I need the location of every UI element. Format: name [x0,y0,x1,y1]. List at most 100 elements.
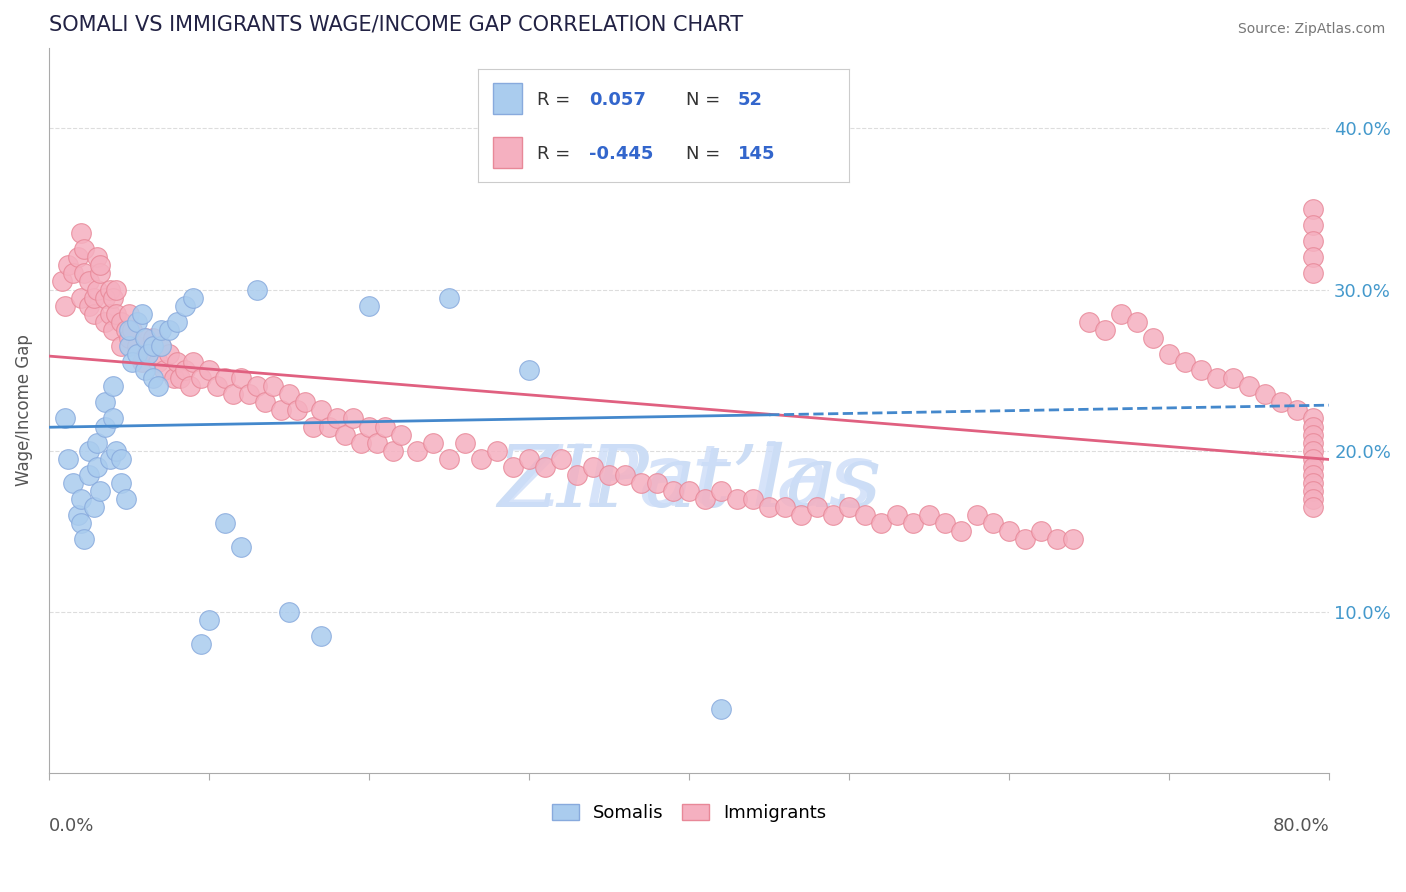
Point [142,331,165,345]
Point [98,307,121,321]
Point [302,419,325,434]
Point [934,516,956,531]
Point [550,451,572,466]
Point [1302,250,1324,264]
Point [246,379,269,393]
Point [229,541,252,555]
Point [110,339,132,353]
Point [1206,371,1229,385]
Point [773,500,796,515]
Point [1302,467,1324,482]
Point [437,451,460,466]
Point [1062,533,1084,547]
Point [94,315,117,329]
Point [166,355,188,369]
Point [502,459,524,474]
Point [51,275,73,289]
Point [105,443,128,458]
Point [229,371,252,385]
Point [278,605,301,619]
Point [150,323,173,337]
Point [470,451,492,466]
Point [1014,533,1036,547]
Point [146,379,169,393]
Legend: Somalis, Immigrants: Somalis, Immigrants [544,797,834,830]
Point [146,355,169,369]
Point [901,516,924,531]
Point [66,250,89,264]
Point [142,339,165,353]
Point [153,363,176,377]
Point [1174,355,1197,369]
Point [163,371,186,385]
Point [77,275,100,289]
Point [1159,347,1181,361]
Point [246,283,269,297]
Point [1109,307,1132,321]
Point [981,516,1004,531]
Point [454,435,477,450]
Point [181,291,204,305]
Point [253,395,276,409]
Point [169,371,191,385]
Point [101,291,124,305]
Point [309,403,332,417]
Point [114,323,136,337]
Point [318,419,340,434]
Point [150,339,173,353]
Point [1094,323,1116,337]
Point [98,283,121,297]
Point [70,291,93,305]
Point [86,283,108,297]
Y-axis label: Wage/Income Gap: Wage/Income Gap [15,334,32,486]
Point [870,516,893,531]
Point [374,419,396,434]
Point [101,411,124,425]
Point [695,492,717,507]
Point [1031,524,1053,539]
Point [1189,363,1212,377]
Point [1126,315,1149,329]
Point [77,467,100,482]
Text: SOMALI VS IMMIGRANTS WAGE/INCOME GAP CORRELATION CHART: SOMALI VS IMMIGRANTS WAGE/INCOME GAP COR… [49,15,744,35]
Point [366,435,388,450]
Point [222,387,245,401]
Point [1302,266,1324,280]
Point [950,524,973,539]
Text: ZIPat’las: ZIPat’las [496,442,882,524]
Point [534,459,557,474]
Point [742,492,765,507]
Point [710,702,733,716]
Point [214,516,236,531]
Point [62,266,84,280]
Point [598,153,620,168]
Point [517,451,540,466]
Point [790,508,813,523]
Point [1302,475,1324,490]
Point [1046,533,1069,547]
Text: 80.0%: 80.0% [1272,817,1329,835]
Point [838,500,860,515]
Point [1239,379,1261,393]
Point [342,411,364,425]
Point [121,323,143,337]
Point [86,459,108,474]
Point [823,508,845,523]
Point [70,226,93,240]
Point [406,443,429,458]
Point [190,371,212,385]
Point [294,395,316,409]
Point [389,427,412,442]
Point [118,307,141,321]
Point [89,483,111,498]
Point [89,266,111,280]
Point [73,266,96,280]
Point [198,613,221,627]
Point [1302,451,1324,466]
Point [105,283,128,297]
Point [118,339,141,353]
Point [89,258,111,272]
Point [77,443,100,458]
Point [309,629,332,643]
Point [136,347,159,361]
